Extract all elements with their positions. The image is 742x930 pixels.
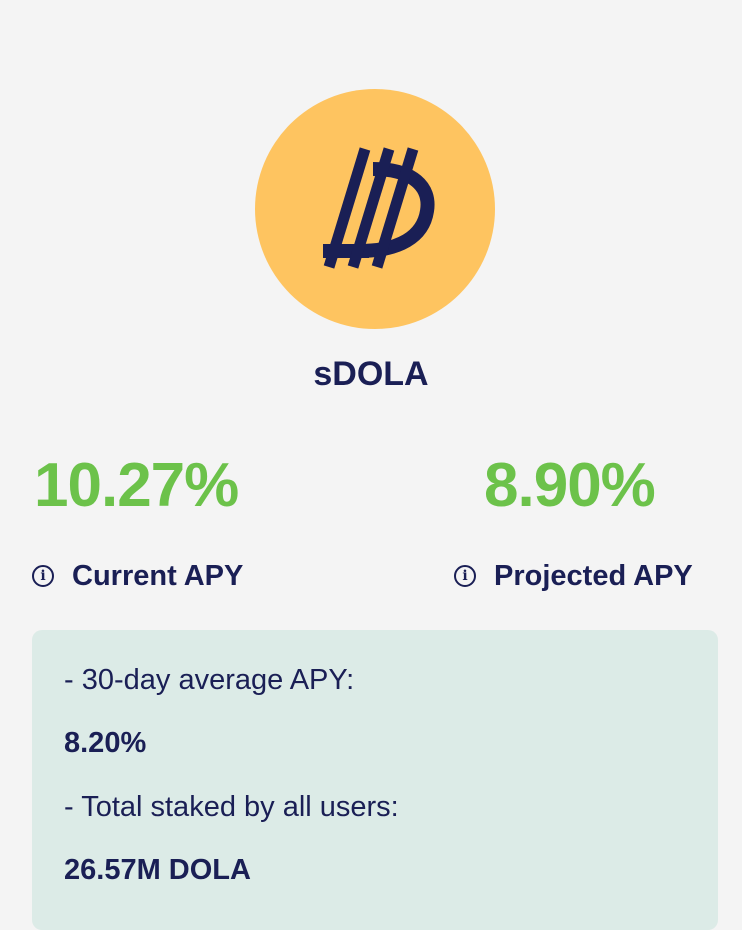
projected-apy-label-text: Projected APY — [494, 560, 693, 592]
current-apy-value: 10.27% — [34, 451, 239, 520]
dola-logo-icon — [323, 147, 435, 269]
avg-apy-label: - 30-day average APY: — [64, 664, 355, 696]
total-staked-value: 26.57M DOLA — [64, 854, 251, 886]
token-logo — [255, 89, 495, 329]
current-apy-label-text: Current APY — [72, 560, 244, 592]
projected-apy-label[interactable]: i Projected APY — [454, 556, 693, 596]
info-icon[interactable]: i — [454, 565, 476, 587]
projected-apy-value: 8.90% — [484, 451, 656, 520]
stats-card: - 30-day average APY: 8.20% - Total stak… — [32, 630, 718, 930]
info-icon[interactable]: i — [32, 565, 54, 587]
total-staked-label: - Total staked by all users: — [64, 791, 399, 823]
token-name: sDOLA — [313, 355, 429, 393]
current-apy-label[interactable]: i Current APY — [32, 556, 243, 596]
avg-apy-value: 8.20% — [64, 727, 147, 759]
